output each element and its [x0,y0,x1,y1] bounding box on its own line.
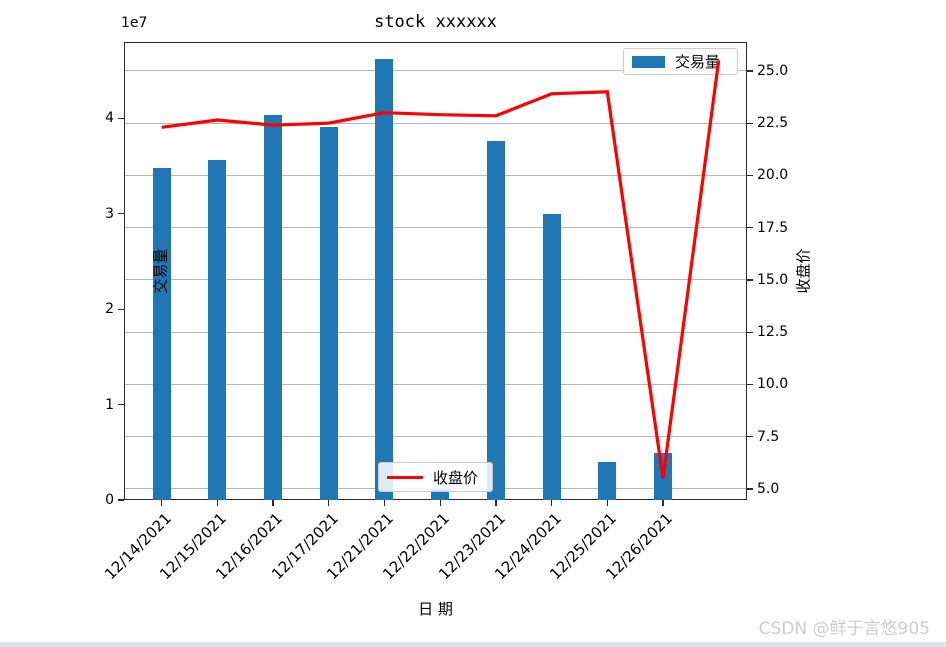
volume-bar [319,126,338,500]
close-swatch-icon [387,475,423,479]
legend-close: 收盘价 [378,462,493,492]
y-right-tick-label: 20.0 [757,167,789,184]
y-right-tick-mark [747,436,753,438]
y-right-tick-label: 10.0 [757,376,789,393]
y-right-tick-mark [747,174,753,177]
x-tick-mark [161,500,163,506]
y-right-tick-mark [747,488,753,490]
volume-bar [653,453,672,500]
x-tick-mark [606,500,608,506]
y-left-tick-mark [118,308,124,310]
y-right-tick-mark [747,279,753,281]
legend-volume: 交易量 [623,48,738,75]
y-right-tick-label: 7.5 [757,428,780,445]
x-tick-mark [439,500,441,506]
y-left-tick-label: 1 [105,396,114,413]
x-tick-mark [495,500,497,506]
y-left-tick-label: 3 [105,205,114,222]
y-right-tick-label: 22.5 [757,115,789,132]
y-right-tick-mark [747,227,753,229]
y-right-tick-label: 15.0 [757,271,789,288]
x-tick-mark [272,500,274,506]
volume-bar [375,59,394,500]
y-left-tick-mark [118,499,124,501]
x-tick-mark [328,500,330,506]
volume-bar [431,488,450,500]
y-right-tick-label: 17.5 [757,219,789,236]
y-axis-label-left: 交易量 [151,248,170,294]
x-tick-mark [383,500,386,506]
volume-bar [264,115,283,500]
y-left-tick-label: 0 [105,492,114,508]
volume-bar [486,141,505,500]
y-axis-offset-text: 1e7 [121,15,148,31]
y-left-tick-mark [118,213,124,215]
x-tick-mark [216,500,219,506]
legend-close-label: 收盘价 [433,468,479,487]
x-tick-mark [550,500,553,506]
chart-title: stock xxxxxx [374,12,497,32]
y-right-tick-label: 12.5 [757,324,789,341]
volume-bar [598,461,617,500]
watermark: CSDN @鲜于言悠905 [758,619,930,639]
volume-bar [542,213,561,500]
legend-volume-label: 交易量 [675,53,721,71]
x-axis-label: 日 期 [418,600,453,618]
y-right-tick-mark [747,122,753,124]
y-left-tick-label: 2 [105,301,114,318]
y-right-tick-label: 5.0 [757,480,780,497]
y-left-tick-mark [118,403,124,406]
x-tick-mark [662,500,664,506]
y-left-tick-mark [118,117,124,120]
y-right-tick-mark [747,70,753,72]
y-right-tick-label: 25.0 [757,62,789,79]
y-left-tick-label: 4 [105,110,114,127]
volume-swatch-icon [632,55,665,68]
y-right-tick-mark [747,331,753,333]
bottom-strip [0,642,946,647]
volume-bar [208,160,227,500]
y-right-tick-mark [747,383,753,386]
